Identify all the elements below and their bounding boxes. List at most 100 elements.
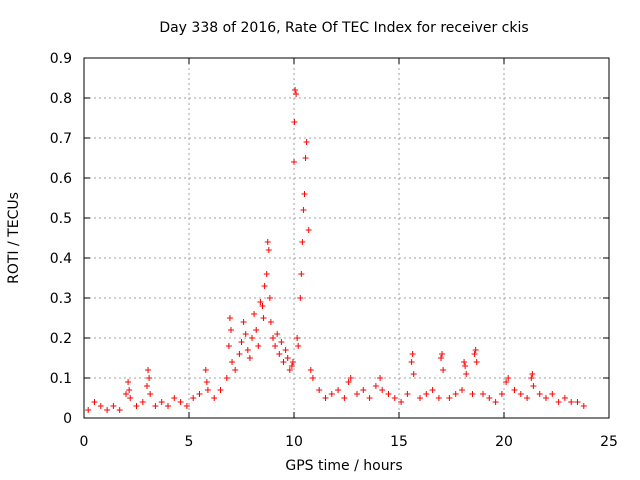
data-point [409,351,416,357]
data-point [536,391,543,397]
data-point [366,395,373,401]
data-point [461,359,468,365]
data-point [462,363,469,369]
data-point [249,335,255,341]
data-point [377,375,384,381]
plot-frame [83,57,610,419]
data-point [158,399,165,405]
data-point [204,387,211,393]
data-point [276,351,283,357]
data-point [307,367,314,373]
data-point [85,407,92,413]
data-point [580,403,587,409]
data-point [292,87,299,93]
data-point [259,303,266,309]
data-point [459,387,465,393]
data-point [391,395,398,401]
data-point [293,91,300,97]
data-point [472,347,479,353]
data-point [133,403,140,409]
data-point [242,331,249,337]
y-tick-label: 0 [63,411,72,427]
data-point [354,391,360,397]
data-point [528,375,535,381]
data-point [196,391,203,397]
data-point [549,391,556,397]
data-point [291,119,298,125]
data-point [152,403,159,409]
data-point [261,283,268,289]
data-point [203,379,210,385]
data-point [91,399,98,405]
data-point [480,391,486,397]
data-point [303,139,310,145]
data-point [183,403,190,409]
data-point [298,271,305,277]
data-point [253,327,260,333]
y-tick-label: 0.3 [50,291,72,307]
data-point [280,359,287,365]
data-point [446,395,453,401]
data-point [473,359,480,365]
y-tick-label: 0.8 [50,91,72,107]
data-point [568,399,575,405]
data-point [127,395,134,401]
data-point [530,383,537,389]
y-axis-tick-labels: 0 0.1 0.2 0.3 0.4 0.5 0.6 0.7 0.8 0.9 [50,51,72,427]
data-point [190,395,197,401]
data-point [309,375,316,381]
data-point [398,399,405,405]
y-tick-label: 0.2 [50,331,72,347]
data-point [284,355,291,361]
data-point [529,371,536,377]
x-tick-label: 15 [390,434,408,450]
data-point [116,407,123,413]
data-point [385,391,392,397]
data-point [272,343,279,349]
data-point [257,299,264,305]
grid-lines [84,58,609,418]
data-point [505,375,512,381]
x-tick-label: 10 [285,434,303,450]
data-point [486,395,493,401]
data-point [255,343,262,349]
data-point [291,159,297,165]
y-tick-label: 0.6 [50,171,72,187]
data-point [270,335,276,341]
data-point [288,363,295,369]
data-point [328,391,335,397]
data-point [417,395,423,401]
data-point [517,391,524,397]
data-point [498,391,505,397]
data-point [347,375,354,381]
data-point [322,395,329,401]
y-tick-label: 0.5 [50,211,72,227]
data-point [274,331,281,337]
data-point [492,399,499,405]
data-point [345,379,352,385]
data-point [240,319,247,325]
data-point [555,399,562,405]
data-point [139,399,146,405]
data-point [299,239,306,245]
data-point [439,351,446,357]
x-tick-label: 0 [80,434,89,450]
data-point [404,391,411,397]
y-axis-title: ROTI / TECUs [6,192,22,284]
data-point [126,387,133,393]
data-point [264,239,271,245]
data-point [278,339,285,345]
data-point [165,403,171,409]
x-tick-label: 5 [185,434,194,450]
data-point [295,343,302,349]
data-point [471,351,478,357]
data-point [463,371,470,377]
data-point [244,347,251,353]
data-point [266,295,273,301]
data-point [217,387,224,393]
data-point [246,355,253,361]
data-point [225,343,232,349]
data-point [372,383,379,389]
data-point [202,367,209,373]
data-point [524,395,531,401]
